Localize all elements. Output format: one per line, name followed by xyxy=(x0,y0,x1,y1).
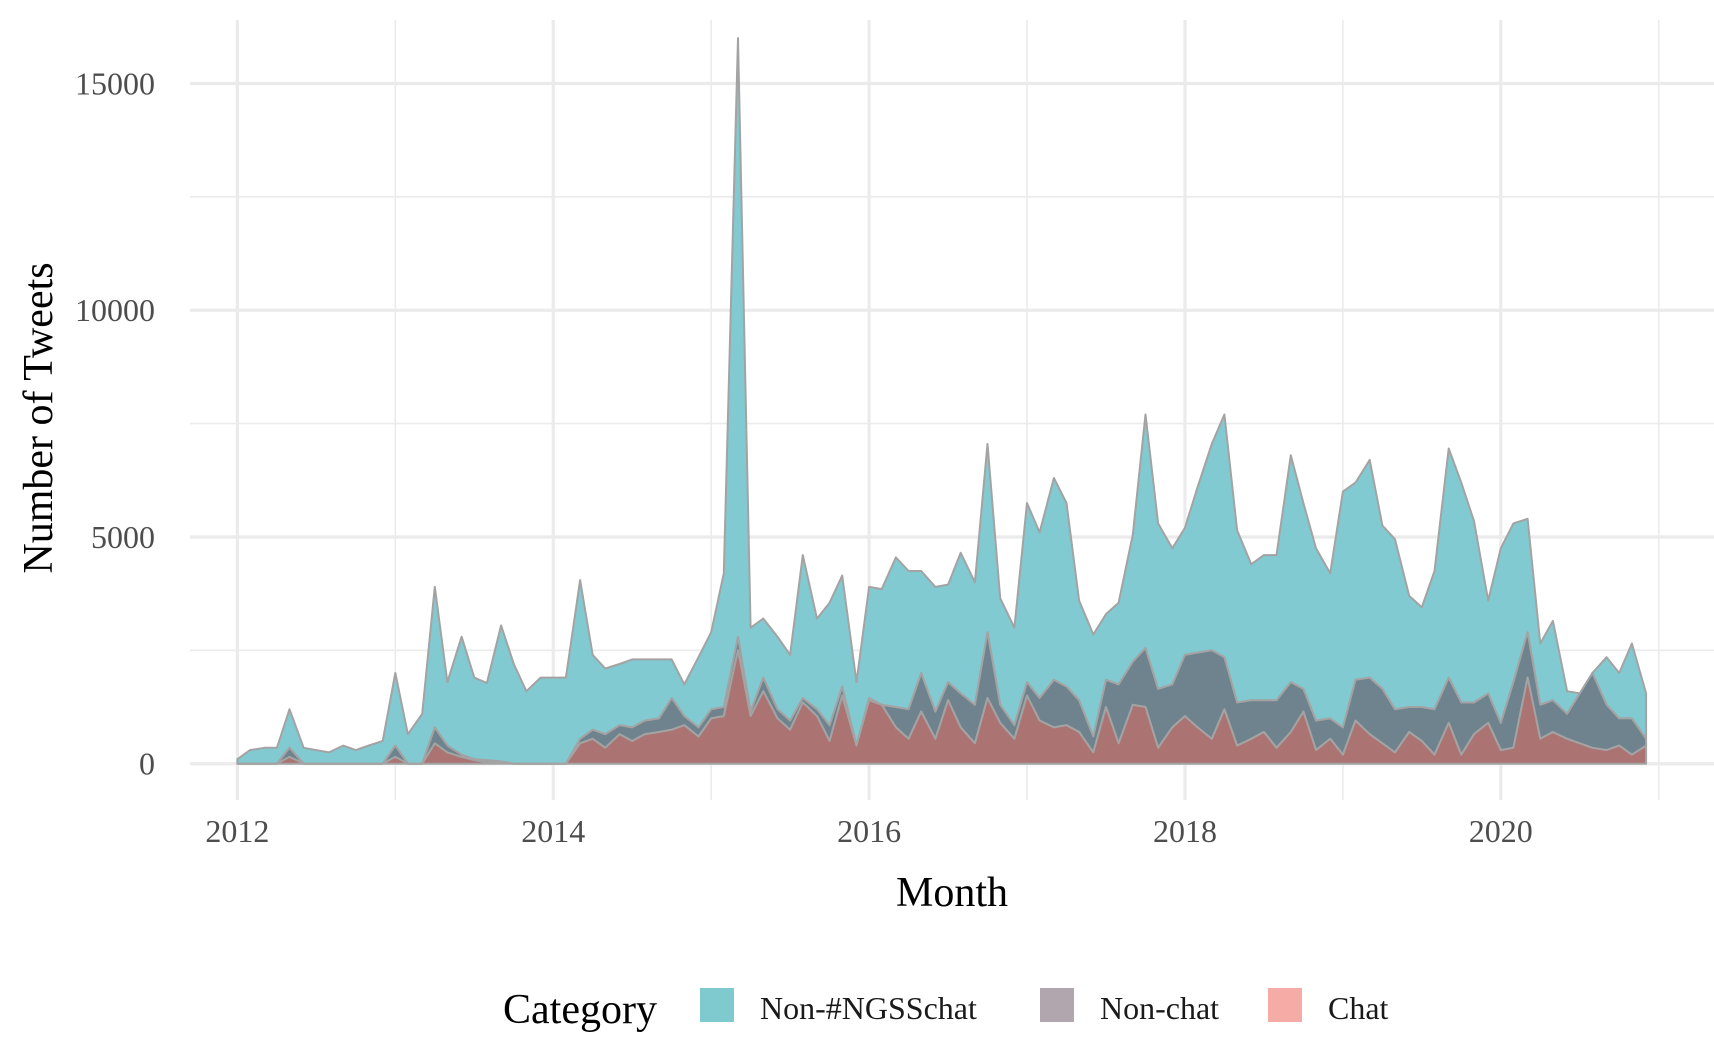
tick-layer: 0 5000 10000 15000 2012 2014 2016 2018 2020 xyxy=(75,65,1533,849)
y-axis-title: Number of Tweets xyxy=(16,262,62,573)
area-chat xyxy=(236,649,1648,765)
y-tick-label: 15000 xyxy=(75,65,155,101)
legend-swatch-non-chat xyxy=(1040,988,1074,1022)
legend-label-non-ngsschat: Non-#NGSSchat xyxy=(760,990,977,1026)
x-tick-label: 2016 xyxy=(837,813,901,849)
legend-label-chat: Chat xyxy=(1328,990,1389,1026)
x-tick-label: 2014 xyxy=(521,813,585,849)
legend-label-non-chat: Non-chat xyxy=(1100,990,1219,1026)
legend-item-non-chat: Non-chat xyxy=(1040,988,1219,1026)
y-tick-label: 0 xyxy=(139,746,155,782)
x-tick-label: 2012 xyxy=(205,813,269,849)
legend-title: Category xyxy=(503,987,657,1033)
legend-swatch-non-ngsschat xyxy=(700,988,734,1022)
area-non-ngsschat xyxy=(236,37,1648,765)
x-tick-label: 2018 xyxy=(1153,813,1217,849)
legend-swatch-chat xyxy=(1268,988,1302,1022)
x-tick-label: 2020 xyxy=(1469,813,1533,849)
x-axis-title: Month xyxy=(896,870,1008,916)
legend-item-chat: Chat xyxy=(1268,988,1389,1026)
y-tick-label: 5000 xyxy=(91,519,155,555)
y-tick-label: 10000 xyxy=(75,292,155,328)
legend-item-non-ngsschat: Non-#NGSSchat xyxy=(700,988,977,1026)
area-layer xyxy=(236,37,1648,765)
legend: Category Non-#NGSSchat Non-chat Chat xyxy=(503,987,1389,1033)
